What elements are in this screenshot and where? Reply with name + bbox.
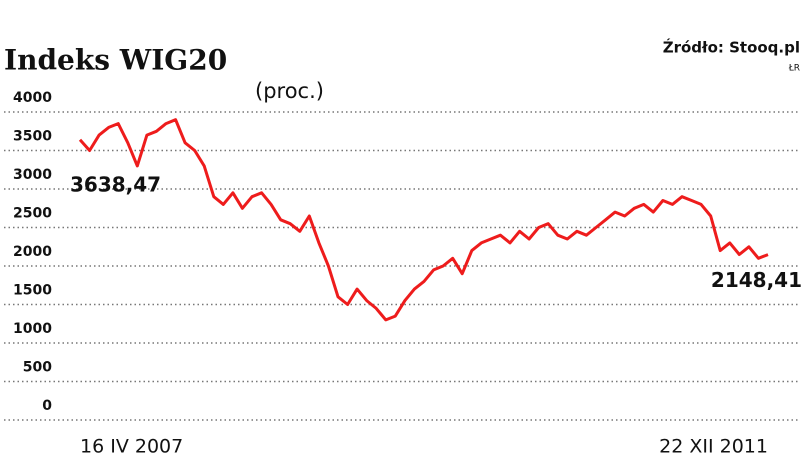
value-label: 2148,41 xyxy=(711,268,802,292)
x-tick-label: 16 IV 2007 xyxy=(80,436,183,458)
value-label: 3638,47 xyxy=(70,172,161,196)
y-tick-label: 500 xyxy=(23,360,52,376)
y-tick-label: 4000 xyxy=(13,90,52,106)
author: ŁR xyxy=(788,64,800,74)
y-tick-label: 3500 xyxy=(13,129,52,145)
x-tick-label: 22 XII 2011 xyxy=(659,436,768,458)
y-tick-label: 2500 xyxy=(13,206,52,222)
line xyxy=(78,118,769,322)
y-tick-label: 3000 xyxy=(13,167,52,183)
y-tick-label: 2000 xyxy=(13,244,52,260)
y-tick-label: 1000 xyxy=(13,321,52,337)
y-tick-label: 1500 xyxy=(13,283,52,299)
source: Źródło: Stooq.pl xyxy=(663,38,800,57)
chart-subtitle: (proc.) xyxy=(255,79,324,103)
y-tick-label: 0 xyxy=(42,398,52,414)
chart-title: Indeks WIG20 xyxy=(4,44,227,77)
